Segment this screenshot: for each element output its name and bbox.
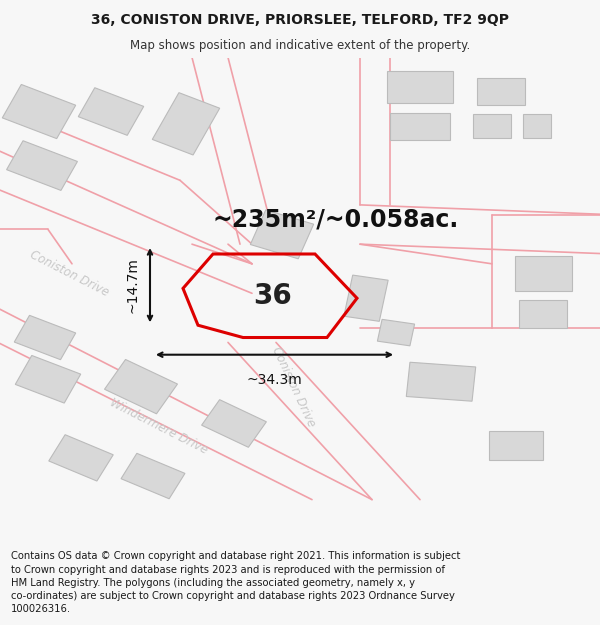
Polygon shape [489, 431, 543, 460]
Polygon shape [78, 88, 144, 136]
Text: Contains OS data © Crown copyright and database right 2021. This information is : Contains OS data © Crown copyright and d… [11, 551, 460, 614]
Polygon shape [152, 92, 220, 155]
Polygon shape [477, 78, 525, 106]
Polygon shape [250, 210, 314, 259]
Polygon shape [104, 359, 178, 414]
Polygon shape [7, 141, 77, 191]
Polygon shape [15, 356, 81, 403]
Polygon shape [121, 453, 185, 499]
Polygon shape [14, 316, 76, 360]
Text: Coniston Drive: Coniston Drive [28, 248, 110, 299]
Text: Windermere Drive: Windermere Drive [108, 396, 210, 456]
Polygon shape [406, 362, 476, 401]
Text: 36, CONISTON DRIVE, PRIORSLEE, TELFORD, TF2 9QP: 36, CONISTON DRIVE, PRIORSLEE, TELFORD, … [91, 12, 509, 27]
Polygon shape [377, 319, 415, 346]
Text: Coniston Drive: Coniston Drive [270, 344, 318, 429]
Text: ~14.7m: ~14.7m [125, 258, 139, 313]
Polygon shape [344, 275, 388, 321]
Text: ~235m²/~0.058ac.: ~235m²/~0.058ac. [213, 208, 459, 232]
Polygon shape [2, 84, 76, 139]
Polygon shape [515, 256, 571, 291]
Polygon shape [387, 71, 453, 103]
Polygon shape [390, 112, 450, 140]
Text: ~34.3m: ~34.3m [247, 373, 302, 388]
Polygon shape [49, 435, 113, 481]
Text: 36: 36 [254, 282, 292, 310]
Polygon shape [523, 114, 551, 138]
Polygon shape [202, 399, 266, 448]
Polygon shape [473, 114, 511, 138]
Polygon shape [519, 299, 567, 328]
Text: Map shows position and indicative extent of the property.: Map shows position and indicative extent… [130, 39, 470, 52]
